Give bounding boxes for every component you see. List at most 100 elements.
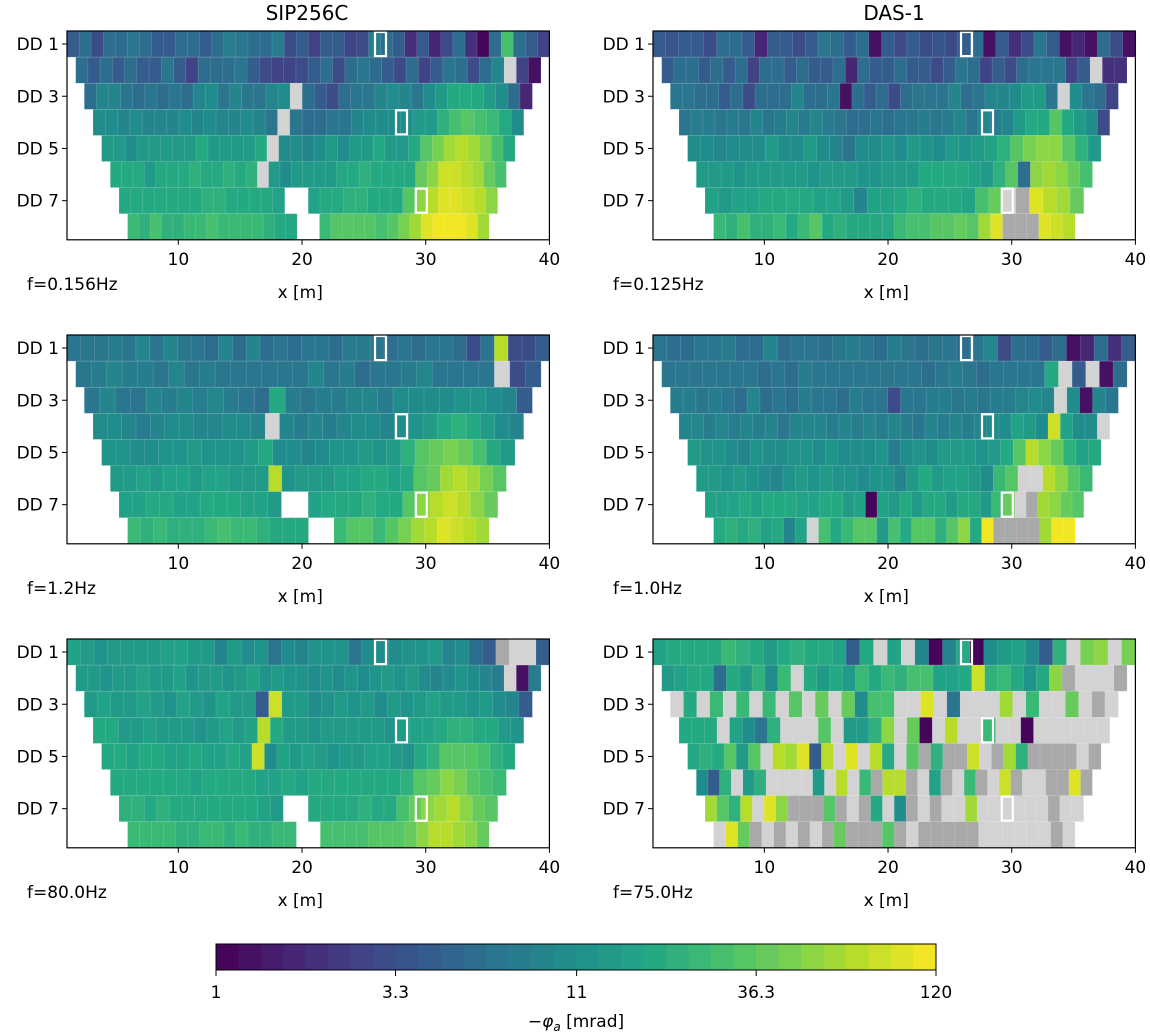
cell <box>964 795 978 822</box>
colorbar: 1 3.3 11 36.3 120 <box>211 943 952 1003</box>
cell <box>774 439 789 466</box>
cell <box>1060 412 1074 440</box>
cell <box>771 56 785 84</box>
cell <box>84 386 101 414</box>
cell <box>809 213 823 241</box>
cell <box>720 465 734 492</box>
cell <box>1012 795 1025 822</box>
cell <box>821 821 835 849</box>
highlight-box <box>959 638 974 666</box>
cell <box>888 491 901 519</box>
cell <box>199 491 215 519</box>
cell <box>121 360 139 388</box>
cell <box>392 161 405 188</box>
cell <box>721 386 735 414</box>
cell <box>739 491 752 519</box>
cell <box>372 517 387 545</box>
cell <box>1024 795 1037 822</box>
cell <box>790 135 805 162</box>
cell <box>783 56 797 84</box>
cell <box>389 743 403 770</box>
cell <box>466 56 481 84</box>
cell <box>148 664 162 692</box>
cell <box>319 213 332 241</box>
cell <box>978 743 993 770</box>
cell <box>110 690 125 718</box>
cell <box>439 386 456 414</box>
cell <box>869 109 883 136</box>
cell <box>240 491 255 519</box>
x-tick-label: 10 <box>168 858 190 878</box>
cell <box>661 664 676 692</box>
cell <box>992 517 1006 545</box>
cell <box>893 187 909 215</box>
cell <box>849 386 863 414</box>
cell <box>175 30 189 58</box>
cell <box>906 161 920 188</box>
cell <box>738 135 753 162</box>
colorbar-bin <box>486 944 509 970</box>
cell <box>281 690 296 718</box>
cell <box>193 412 209 440</box>
cell <box>1102 56 1116 84</box>
cell <box>893 30 908 58</box>
cell <box>1057 82 1071 110</box>
cell <box>228 213 242 241</box>
cell <box>92 109 106 136</box>
cell <box>674 664 689 692</box>
cell <box>338 109 352 136</box>
colorbar-bin <box>778 944 802 970</box>
cell <box>792 30 807 58</box>
cell <box>163 690 178 718</box>
cell <box>789 412 803 440</box>
x-axis-label: x [m] <box>864 891 909 911</box>
cell <box>718 82 732 110</box>
cell <box>1054 161 1068 188</box>
cell <box>845 334 861 362</box>
cell <box>794 465 809 492</box>
cell <box>920 187 936 215</box>
cell <box>201 439 217 466</box>
cell <box>751 135 766 162</box>
x-tick-label: 20 <box>291 858 313 878</box>
cell <box>124 664 138 692</box>
highlight-box <box>414 491 428 518</box>
cell <box>251 743 265 770</box>
cell <box>90 30 104 58</box>
cell <box>365 412 381 440</box>
cell <box>385 517 400 545</box>
cell <box>331 821 345 849</box>
cell <box>156 716 170 744</box>
cell <box>748 743 762 770</box>
cell <box>136 135 150 162</box>
cell <box>971 664 986 692</box>
cell <box>215 690 230 718</box>
cell <box>314 109 328 136</box>
cell <box>786 109 800 136</box>
y-tick-label: DD 1 <box>17 643 59 663</box>
cell <box>240 213 253 241</box>
cell <box>1033 716 1047 744</box>
cell <box>255 690 270 718</box>
cell <box>1042 187 1058 215</box>
cell <box>900 412 914 440</box>
cell <box>785 821 799 849</box>
cell <box>841 517 855 545</box>
cell <box>678 109 692 136</box>
cell <box>227 638 242 666</box>
x-tick-label: 10 <box>754 554 776 574</box>
cell <box>864 517 878 545</box>
cell <box>704 795 718 822</box>
cell <box>1016 56 1030 84</box>
cell <box>307 30 321 58</box>
cell <box>754 769 767 796</box>
y-tick-label: DD 3 <box>17 391 59 411</box>
cell <box>244 716 259 744</box>
cell <box>447 82 461 110</box>
cell <box>785 386 799 414</box>
cell <box>980 465 994 492</box>
x-tick-label: 10 <box>168 250 190 270</box>
cell <box>818 638 833 666</box>
cell <box>151 30 165 58</box>
cell <box>1072 412 1086 440</box>
